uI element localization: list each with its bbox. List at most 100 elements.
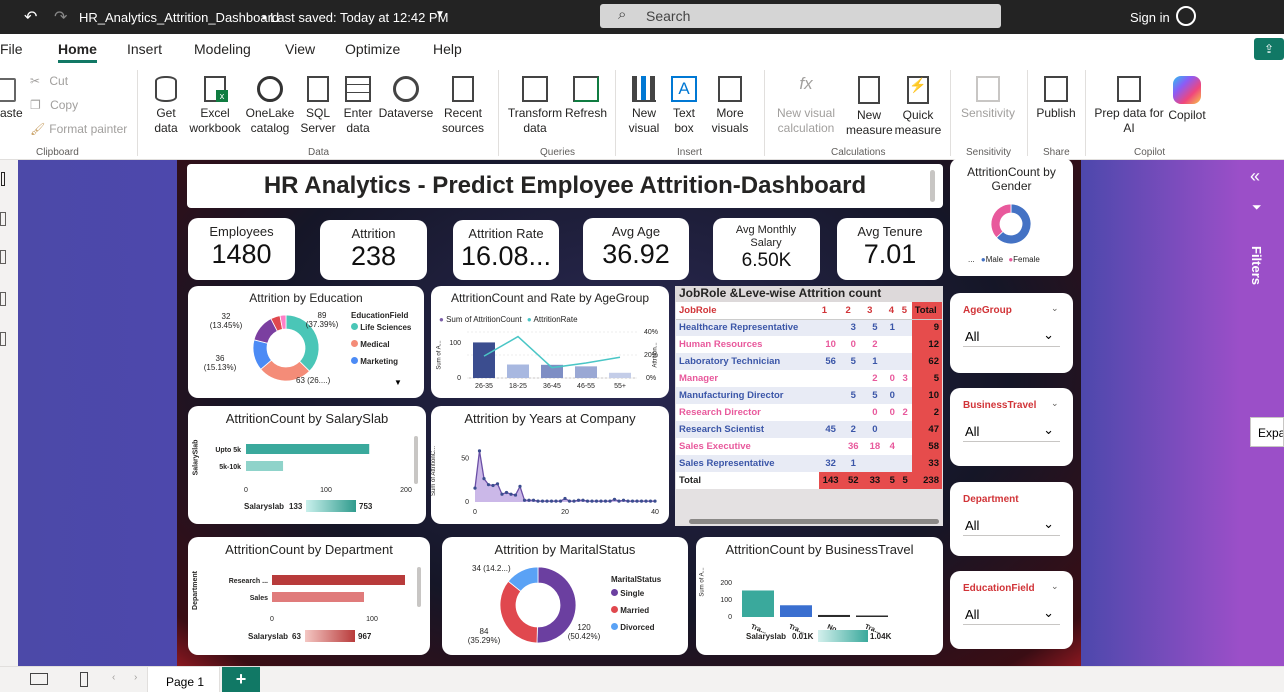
refresh-button[interactable]: Refresh (564, 76, 608, 121)
legend-item[interactable]: Divorced (611, 623, 654, 632)
sign-in-link[interactable]: Sign in (1130, 10, 1170, 25)
expand-chevron-icon[interactable]: « (1250, 166, 1261, 186)
excel-workbook-button[interactable]: x Excel workbook (186, 76, 244, 136)
enter-data-button[interactable]: Enter data (340, 76, 376, 136)
legend-item[interactable]: Marketing (351, 357, 411, 366)
table-row[interactable]: Research Scientist 45 2 0 47 (676, 421, 942, 438)
share-button[interactable]: ⇪ (1254, 38, 1284, 60)
slicer-businesstravel[interactable]: BusinessTravel ⌄ All ⌄ (950, 388, 1073, 466)
table-header-cell[interactable]: Total (911, 302, 942, 320)
onelake-catalog-button[interactable]: OneLake catalog (244, 76, 296, 136)
menu-help[interactable]: Help (433, 41, 462, 57)
recent-sources-button[interactable]: Recent sources (434, 76, 492, 136)
title-scrollbar[interactable] (930, 170, 935, 202)
years-at-company-chart[interactable]: Attrition by Years at Company 50 0 0 20 40 S… (431, 406, 669, 524)
kpi-avg-tenure[interactable]: Avg Tenure 7.01 (837, 218, 943, 280)
horizontal-scrollbar[interactable] (689, 519, 939, 524)
table-header-cell[interactable]: 2 (842, 302, 865, 320)
legend-item[interactable]: Single (611, 589, 654, 598)
slicer-dropdown[interactable]: All ⌄ (963, 420, 1060, 442)
page-prev-icon[interactable]: ‹ (112, 672, 116, 683)
salaryslab-chart[interactable]: AttritionCount by SalarySlab Upto 5k 5k-1… (188, 406, 426, 524)
table-row[interactable]: Healthcare Representative 3 5 1 9 (676, 319, 942, 336)
legend-item[interactable]: Life Sciences (351, 323, 411, 332)
add-page-button[interactable]: + (222, 667, 260, 692)
menu-file[interactable]: File (0, 41, 23, 57)
table-header-cell[interactable]: 4 (885, 302, 899, 320)
dataverse-button[interactable]: Dataverse (378, 76, 434, 121)
new-visual-button[interactable]: New visual (624, 76, 664, 136)
text-box-button[interactable]: A Text box (666, 76, 702, 136)
table-header-cell[interactable]: 1 (818, 302, 843, 320)
report-view-icon[interactable] (1, 172, 5, 186)
table-row[interactable]: Sales Executive 36 18 4 58 (676, 438, 942, 455)
mobile-layout-icon[interactable] (80, 672, 88, 687)
transform-data-button[interactable]: Transform data (506, 76, 564, 136)
slicer-department[interactable]: Department All ⌄ (950, 482, 1073, 556)
slicer-dropdown[interactable]: All ⌄ (963, 603, 1060, 625)
jobrole-matrix[interactable]: JobRole &Leve-wise Attrition count JobRo… (675, 286, 943, 526)
new-measure-button[interactable]: New measure (846, 76, 893, 138)
query-view-icon[interactable] (0, 332, 6, 346)
table-header-cell[interactable]: 5 (898, 302, 912, 320)
table-row[interactable]: Sales Representative 32 1 33 (676, 455, 942, 472)
menu-home[interactable]: Home (58, 41, 97, 57)
slicer-dropdown[interactable]: All ⌄ (963, 514, 1060, 536)
legend-scroll-down-icon[interactable]: ▼ (394, 378, 402, 387)
chevron-down-icon[interactable]: ⌄ (1051, 398, 1059, 408)
paste-button[interactable]: aste (0, 78, 23, 121)
department-chart[interactable]: AttritionCount by Department Research ..… (188, 537, 430, 655)
chevron-down-icon[interactable]: ▼ (435, 9, 445, 20)
dax-view-icon[interactable] (0, 292, 6, 306)
chart-scrollbar[interactable] (414, 436, 418, 484)
table-view-icon[interactable] (0, 212, 6, 226)
kpi-attrition[interactable]: Attrition 238 (320, 220, 427, 280)
table-row[interactable]: Total 143 52 33 5 5 238 (676, 472, 942, 489)
table-row[interactable]: Research Director 0 0 2 2 (676, 404, 942, 421)
table-row[interactable]: Manufacturing Director 5 5 0 10 (676, 387, 942, 404)
table-row[interactable]: Manager 2 0 3 5 (676, 370, 942, 387)
education-chart[interactable]: Attrition by Education 89 (37.39%) 32 (1… (188, 286, 424, 398)
table-header-cell[interactable]: JobRole (676, 302, 819, 320)
slicer-agegroup[interactable]: AgeGroup ⌄ All ⌄ (950, 293, 1073, 373)
sensitivity-button[interactable]: Sensitivity (956, 76, 1020, 121)
kpi-attrition-rate[interactable]: Attrition Rate 16.08... (453, 220, 559, 280)
format-painter-button[interactable]: 🖌 Format painter (30, 122, 128, 136)
search-box[interactable]: ⌕ Search (600, 4, 1001, 28)
table-row[interactable]: Laboratory Technician 56 5 1 62 (676, 353, 942, 370)
menu-optimize[interactable]: Optimize (345, 41, 401, 57)
get-data-button[interactable]: Get data (146, 76, 186, 136)
prep-data-ai-button[interactable]: Prep data for AI (1092, 76, 1166, 136)
marital-status-chart[interactable]: Attrition by MaritalStatus 34 (14.2...) … (442, 537, 688, 655)
filters-pane-collapsed[interactable]: « ⏷ Filters (1240, 160, 1284, 666)
kpi-employees[interactable]: Employees 1480 (188, 218, 295, 280)
gender-chart[interactable]: AttritionCount by Gender ... ●Male ●Fema… (950, 158, 1073, 276)
table-header-cell[interactable]: 3 (864, 302, 886, 320)
undo-icon[interactable]: ↶ (24, 9, 38, 26)
agegroup-chart[interactable]: AttritionCount and Rate by AgeGroup ● Su… (431, 286, 669, 398)
chevron-down-icon[interactable]: ⌄ (1051, 581, 1059, 591)
menu-view[interactable]: View (285, 41, 316, 57)
chevron-down-icon[interactable]: ⌄ (1051, 303, 1059, 313)
cut-button[interactable]: ✂ Cut (30, 74, 69, 88)
publish-button[interactable]: Publish (1034, 76, 1078, 121)
sql-server-button[interactable]: SQL Server (298, 76, 338, 136)
menu-insert[interactable]: Insert (127, 41, 163, 57)
legend-item[interactable]: Medical (351, 340, 411, 349)
redo-icon[interactable]: ↷ (54, 9, 68, 26)
chart-scrollbar[interactable] (417, 567, 421, 607)
table-row[interactable]: Human Resources 10 0 2 12 (676, 336, 942, 353)
page-tab[interactable]: Page 1 (147, 667, 220, 692)
menu-modeling[interactable]: Modeling (194, 41, 251, 57)
model-view-icon[interactable] (0, 250, 6, 264)
more-visuals-button[interactable]: More visuals (704, 76, 756, 136)
new-visual-calculation-button[interactable]: fx New visual calculation (776, 74, 836, 135)
copilot-button[interactable]: Copilot (1164, 76, 1210, 123)
page-next-icon[interactable]: › (134, 672, 138, 683)
account-icon[interactable] (1176, 6, 1196, 26)
slicer-educationfield[interactable]: EducationField ⌄ All ⌄ (950, 571, 1073, 649)
slicer-dropdown[interactable]: All ⌄ (963, 325, 1060, 347)
business-travel-chart[interactable]: AttritionCount by BusinessTravel 200 100 0… (696, 537, 943, 655)
quick-measure-button[interactable]: ⚡ Quick measure (894, 76, 942, 137)
kpi-avg-age[interactable]: Avg Age 36.92 (583, 218, 689, 280)
